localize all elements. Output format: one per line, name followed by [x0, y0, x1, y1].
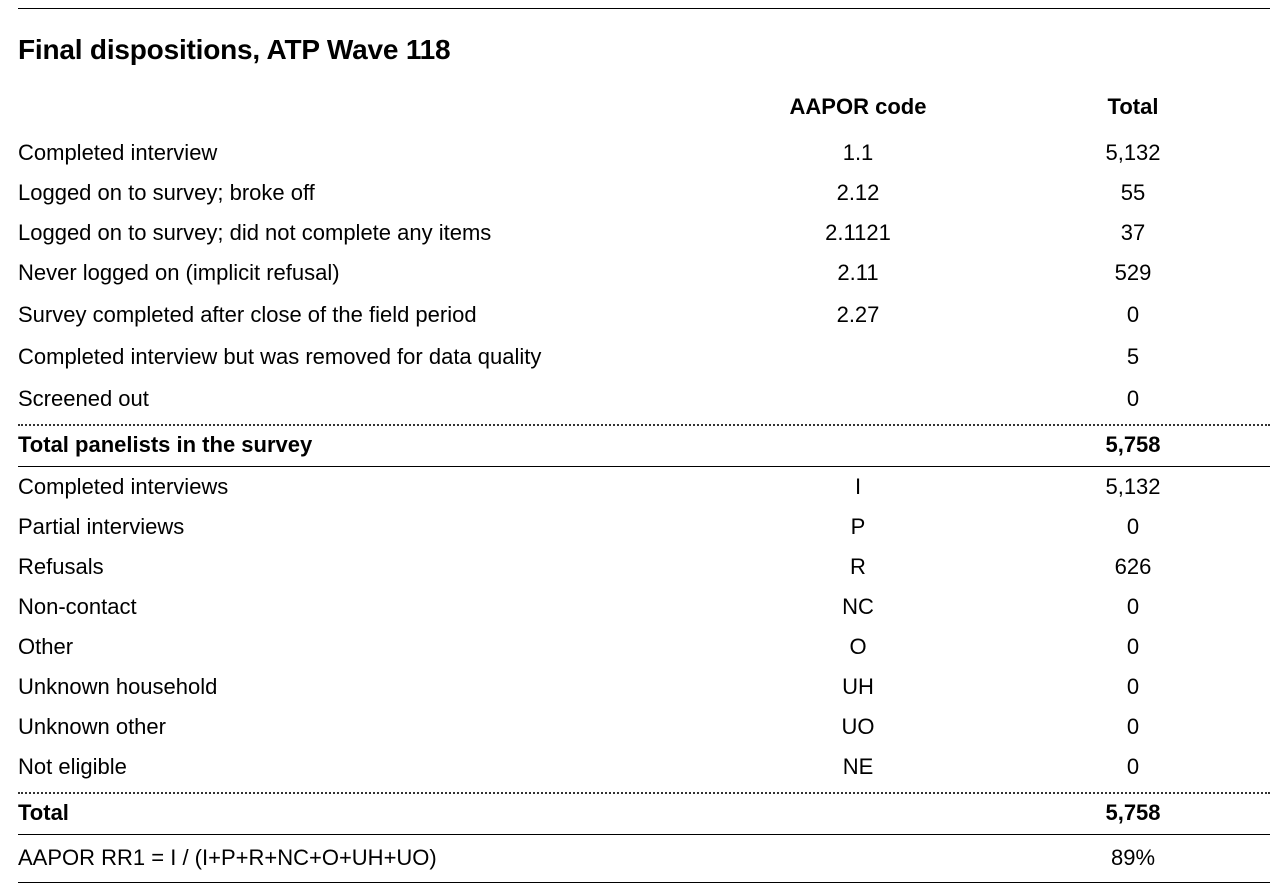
table-row: Never logged on (implicit refusal) 2.11 …: [18, 260, 1270, 300]
row-label: Screened out: [18, 386, 149, 411]
row-label: Never logged on (implicit refusal): [18, 260, 340, 285]
row-code: 2.12: [836, 180, 880, 205]
row-code: NC: [842, 594, 874, 619]
row-label: Partial interviews: [18, 514, 185, 539]
bottom-rule: [18, 882, 1270, 883]
row-label: Completed interviews: [18, 474, 229, 499]
row-total: 0: [1126, 594, 1140, 619]
solid-divider: [18, 834, 1270, 835]
table-row: Screened out 0: [18, 386, 1270, 426]
dotted-divider: [18, 424, 1270, 426]
table-row: Completed interviews I 5,132: [18, 474, 1270, 514]
row-code: NE: [842, 754, 874, 779]
row-label: Not eligible: [18, 754, 127, 779]
table-row: Logged on to survey; did not complete an…: [18, 220, 1270, 260]
row-total: 0: [1126, 302, 1140, 327]
row-total: 0: [1126, 386, 1140, 411]
row-label: Refusals: [18, 554, 104, 579]
row-total: 55: [1120, 180, 1146, 205]
row-code: UO: [841, 714, 875, 739]
row-total: 5,132: [1105, 140, 1161, 165]
response-rate-label: AAPOR RR1 = I / (I+P+R+NC+O+UH+UO): [18, 845, 437, 870]
dotted-divider: [18, 792, 1270, 794]
table-row: Completed interview 1.1 5,132: [18, 140, 1270, 180]
row-code: P: [850, 514, 866, 539]
row-total: 0: [1126, 714, 1140, 739]
row-label: Completed interview but was removed for …: [18, 344, 542, 369]
grand-total-label: Total: [18, 800, 69, 825]
top-rule: [18, 8, 1270, 9]
table-row: Refusals R 626: [18, 554, 1270, 594]
row-total: 37: [1120, 220, 1146, 245]
row-total: 0: [1126, 514, 1140, 539]
grand-total-row: Total 5,758: [18, 800, 1270, 840]
subtotal-label: Total panelists in the survey: [18, 432, 313, 457]
header-aapor-code: AAPOR code: [789, 94, 927, 119]
row-total: 0: [1126, 674, 1140, 699]
row-code: 1.1: [842, 140, 874, 165]
row-code: UH: [842, 674, 874, 699]
table-row: Not eligible NE 0: [18, 754, 1270, 794]
row-code: 2.27: [836, 302, 880, 327]
table-row: Partial interviews P 0: [18, 514, 1270, 554]
solid-divider: [18, 466, 1270, 467]
row-label: Other: [18, 634, 74, 659]
row-total: 5: [1126, 344, 1140, 369]
row-total: 0: [1126, 754, 1140, 779]
row-total: 5,132: [1105, 474, 1161, 499]
table-row: Survey completed after close of the fiel…: [18, 302, 1270, 342]
header-total: Total: [1107, 94, 1159, 119]
table-row: Other O 0: [18, 634, 1270, 674]
row-code: R: [850, 554, 866, 579]
table-row: Logged on to survey; broke off 2.12 55: [18, 180, 1270, 220]
row-label: Unknown other: [18, 714, 166, 739]
row-label: Unknown household: [18, 674, 218, 699]
dispositions-table: Final dispositions, ATP Wave 118 AAPOR c…: [18, 0, 1270, 892]
row-label: Non-contact: [18, 594, 137, 619]
table-row: Non-contact NC 0: [18, 594, 1270, 634]
row-label: Completed interview: [18, 140, 218, 165]
grand-total-value: 5,758: [1105, 800, 1161, 825]
table-row: Completed interview but was removed for …: [18, 344, 1270, 384]
subtotal-row: Total panelists in the survey 5,758: [18, 432, 1270, 472]
header-row: AAPOR code Total: [18, 94, 1270, 134]
row-code: 2.1121: [825, 220, 891, 245]
row-total: 0: [1126, 634, 1140, 659]
row-code: 2.11: [837, 260, 879, 285]
row-total: 626: [1114, 554, 1152, 579]
response-rate-value: 89%: [1110, 845, 1156, 870]
table-row: Unknown other UO 0: [18, 714, 1270, 754]
table-title: Final dispositions, ATP Wave 118: [18, 34, 451, 65]
row-code: O: [849, 634, 867, 659]
row-total: 529: [1114, 260, 1152, 285]
row-label: Logged on to survey; did not complete an…: [18, 220, 492, 245]
response-rate-row: AAPOR RR1 = I / (I+P+R+NC+O+UH+UO) 89%: [18, 845, 1270, 885]
subtotal-total: 5,758: [1105, 432, 1161, 457]
row-label: Survey completed after close of the fiel…: [18, 302, 477, 327]
row-label: Logged on to survey; broke off: [18, 180, 315, 205]
row-code: I: [854, 474, 862, 499]
table-row: Unknown household UH 0: [18, 674, 1270, 714]
